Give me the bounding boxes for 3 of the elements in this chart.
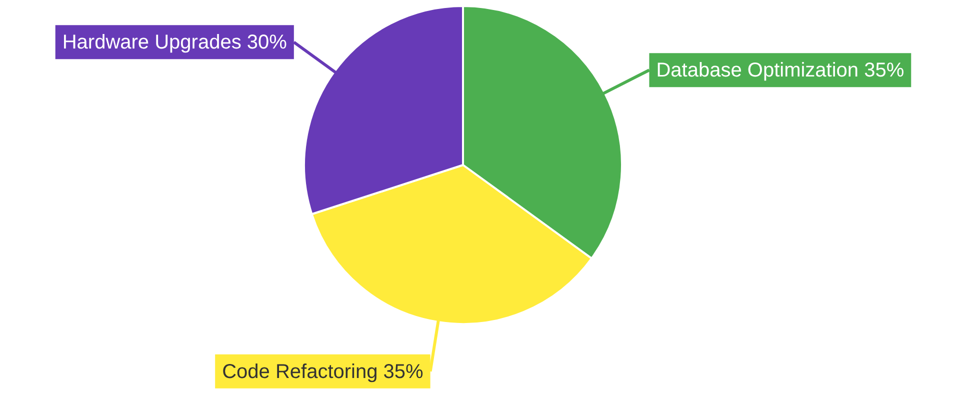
slice-label: Hardware Upgrades 30% bbox=[62, 32, 288, 54]
slice-label: Code Refactoring 35% bbox=[222, 360, 424, 383]
slice-label: Database Optimization 35% bbox=[656, 60, 904, 82]
